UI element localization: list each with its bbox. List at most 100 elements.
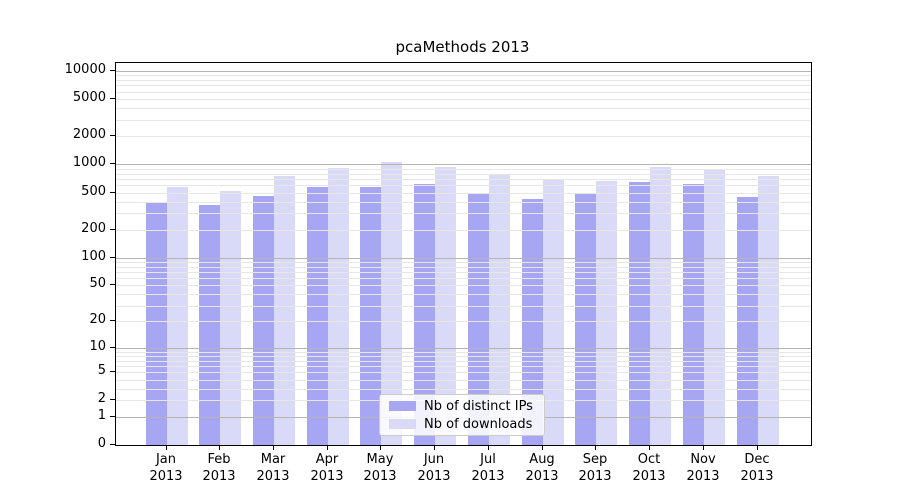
bar-nb-of-distinct-ips-jun-2013: [414, 184, 436, 445]
x-tick-label-line: Nov: [690, 452, 716, 467]
gridline-40: [116, 294, 811, 295]
x-tick-label-line: Apr: [315, 452, 339, 467]
gridline-5000: [116, 99, 811, 100]
gridline-50: [116, 285, 811, 286]
chart-title: pcaMethods 2013: [395, 38, 530, 56]
gridline-300: [116, 213, 811, 214]
gridline-8: [116, 356, 811, 357]
x-tick-label-line: Oct: [637, 452, 661, 467]
gridline-4000: [116, 108, 811, 109]
bar-nb-of-distinct-ips-feb-2013: [199, 205, 221, 445]
gridline-80: [116, 267, 811, 268]
x-tick-label-may-2013: May 2013: [348, 451, 412, 485]
x-tick-label-mar-2013: Mar 2013: [241, 451, 305, 485]
y-tick-label-50: 50: [89, 276, 106, 291]
x-tick-oct-2013: [649, 445, 650, 450]
gridline-800: [116, 174, 811, 175]
y-tick-label-2000: 2000: [72, 127, 106, 142]
x-tick-label-jan-2013: Jan 2013: [134, 451, 198, 485]
x-tick-label-line: 2013: [578, 469, 612, 484]
bar-nb-of-downloads-oct-2013: [650, 166, 672, 445]
gridline-8000: [116, 80, 811, 81]
y-tick-100: [110, 257, 115, 258]
y-tick-1000: [110, 163, 115, 164]
bar-nb-of-downloads-aug-2013: [542, 180, 564, 445]
x-tick-mar-2013: [273, 445, 274, 450]
plot-area: [115, 62, 812, 446]
x-tick-label-aug-2013: Aug 2013: [510, 451, 574, 485]
y-tick-label-5000: 5000: [72, 90, 106, 105]
bar-nb-of-downloads-sep-2013: [596, 180, 618, 445]
legend-label: Nb of distinct IPs: [424, 398, 533, 414]
y-tick-5000: [110, 98, 115, 99]
y-tick-200: [110, 229, 115, 230]
y-tick-label-0: 0: [97, 436, 106, 451]
x-tick-dec-2013: [757, 445, 758, 450]
y-tick-1: [110, 416, 115, 417]
x-tick-label-line: Aug: [529, 452, 555, 467]
gridline-5: [116, 372, 811, 373]
x-tick-label-line: 2013: [471, 469, 505, 484]
x-tick-may-2013: [380, 445, 381, 450]
y-tick-0: [110, 444, 115, 445]
x-tick-label-line: 2013: [740, 469, 774, 484]
legend-swatch-icon: [389, 419, 416, 429]
x-tick-label-nov-2013: Nov 2013: [671, 451, 735, 485]
gridline-1000: [116, 164, 811, 165]
x-tick-label-line: 2013: [525, 469, 559, 484]
x-tick-label-line: 2013: [417, 469, 451, 484]
legend-item-nb-of-distinct-ips: Nb of distinct IPs: [389, 399, 544, 414]
gridline-700: [116, 179, 811, 180]
y-tick-label-10000: 10000: [64, 62, 106, 77]
gridline-600: [116, 185, 811, 186]
y-tick-label-2: 2: [97, 391, 106, 406]
gridline-400: [116, 202, 811, 203]
x-tick-label-line: 2013: [256, 469, 290, 484]
x-tick-label-line: 2013: [632, 469, 666, 484]
x-tick-label-apr-2013: Apr 2013: [295, 451, 359, 485]
gridline-100: [116, 258, 811, 259]
y-tick-5: [110, 371, 115, 372]
bar-nb-of-distinct-ips-jul-2013: [467, 192, 489, 445]
y-tick-label-200: 200: [81, 221, 106, 236]
y-tick-label-20: 20: [89, 312, 106, 327]
x-tick-label-line: Jun: [423, 452, 445, 467]
x-tick-label-line: Mar: [260, 452, 286, 467]
gridline-60: [116, 278, 811, 279]
gridline-10: [116, 348, 811, 349]
x-tick-label-line: Jan: [155, 452, 177, 467]
legend: Nb of distinct IPs Nb of downloads: [379, 394, 545, 436]
bar-nb-of-distinct-ips-sep-2013: [575, 194, 597, 445]
y-tick-label-1: 1: [97, 408, 106, 423]
bar-nb-of-downloads-jul-2013: [488, 175, 510, 445]
y-tick-500: [110, 192, 115, 193]
bar-nb-of-distinct-ips-apr-2013: [306, 187, 328, 445]
gridline-9000: [116, 75, 811, 76]
y-tick-label-1000: 1000: [72, 155, 106, 170]
x-tick-aug-2013: [542, 445, 543, 450]
x-tick-label-line: Dec: [744, 452, 770, 467]
x-tick-label-line: Sep: [582, 452, 608, 467]
y-tick-20: [110, 320, 115, 321]
x-tick-label-line: 2013: [202, 469, 236, 484]
gridline-30: [116, 306, 811, 307]
x-tick-sep-2013: [595, 445, 596, 450]
x-tick-label-line: 2013: [686, 469, 720, 484]
x-tick-label-jul-2013: Jul 2013: [456, 451, 520, 485]
x-tick-label-dec-2013: Dec 2013: [725, 451, 789, 485]
x-tick-label-line: May: [366, 452, 394, 467]
y-tick-50: [110, 284, 115, 285]
gridline-500: [116, 193, 811, 194]
legend-label: Nb of downloads: [424, 416, 533, 432]
gridline-3000: [116, 120, 811, 121]
bar-nb-of-distinct-ips-oct-2013: [629, 181, 651, 445]
gridline-9: [116, 352, 811, 353]
gridline-7000: [116, 85, 811, 86]
x-tick-label-line: Jul: [480, 452, 496, 467]
x-tick-label-line: 2013: [310, 469, 344, 484]
x-tick-nov-2013: [703, 445, 704, 450]
gridline-7: [116, 361, 811, 362]
bar-nb-of-downloads-jan-2013: [166, 187, 188, 445]
gridline-200: [116, 230, 811, 231]
x-tick-label-oct-2013: Oct 2013: [617, 451, 681, 485]
